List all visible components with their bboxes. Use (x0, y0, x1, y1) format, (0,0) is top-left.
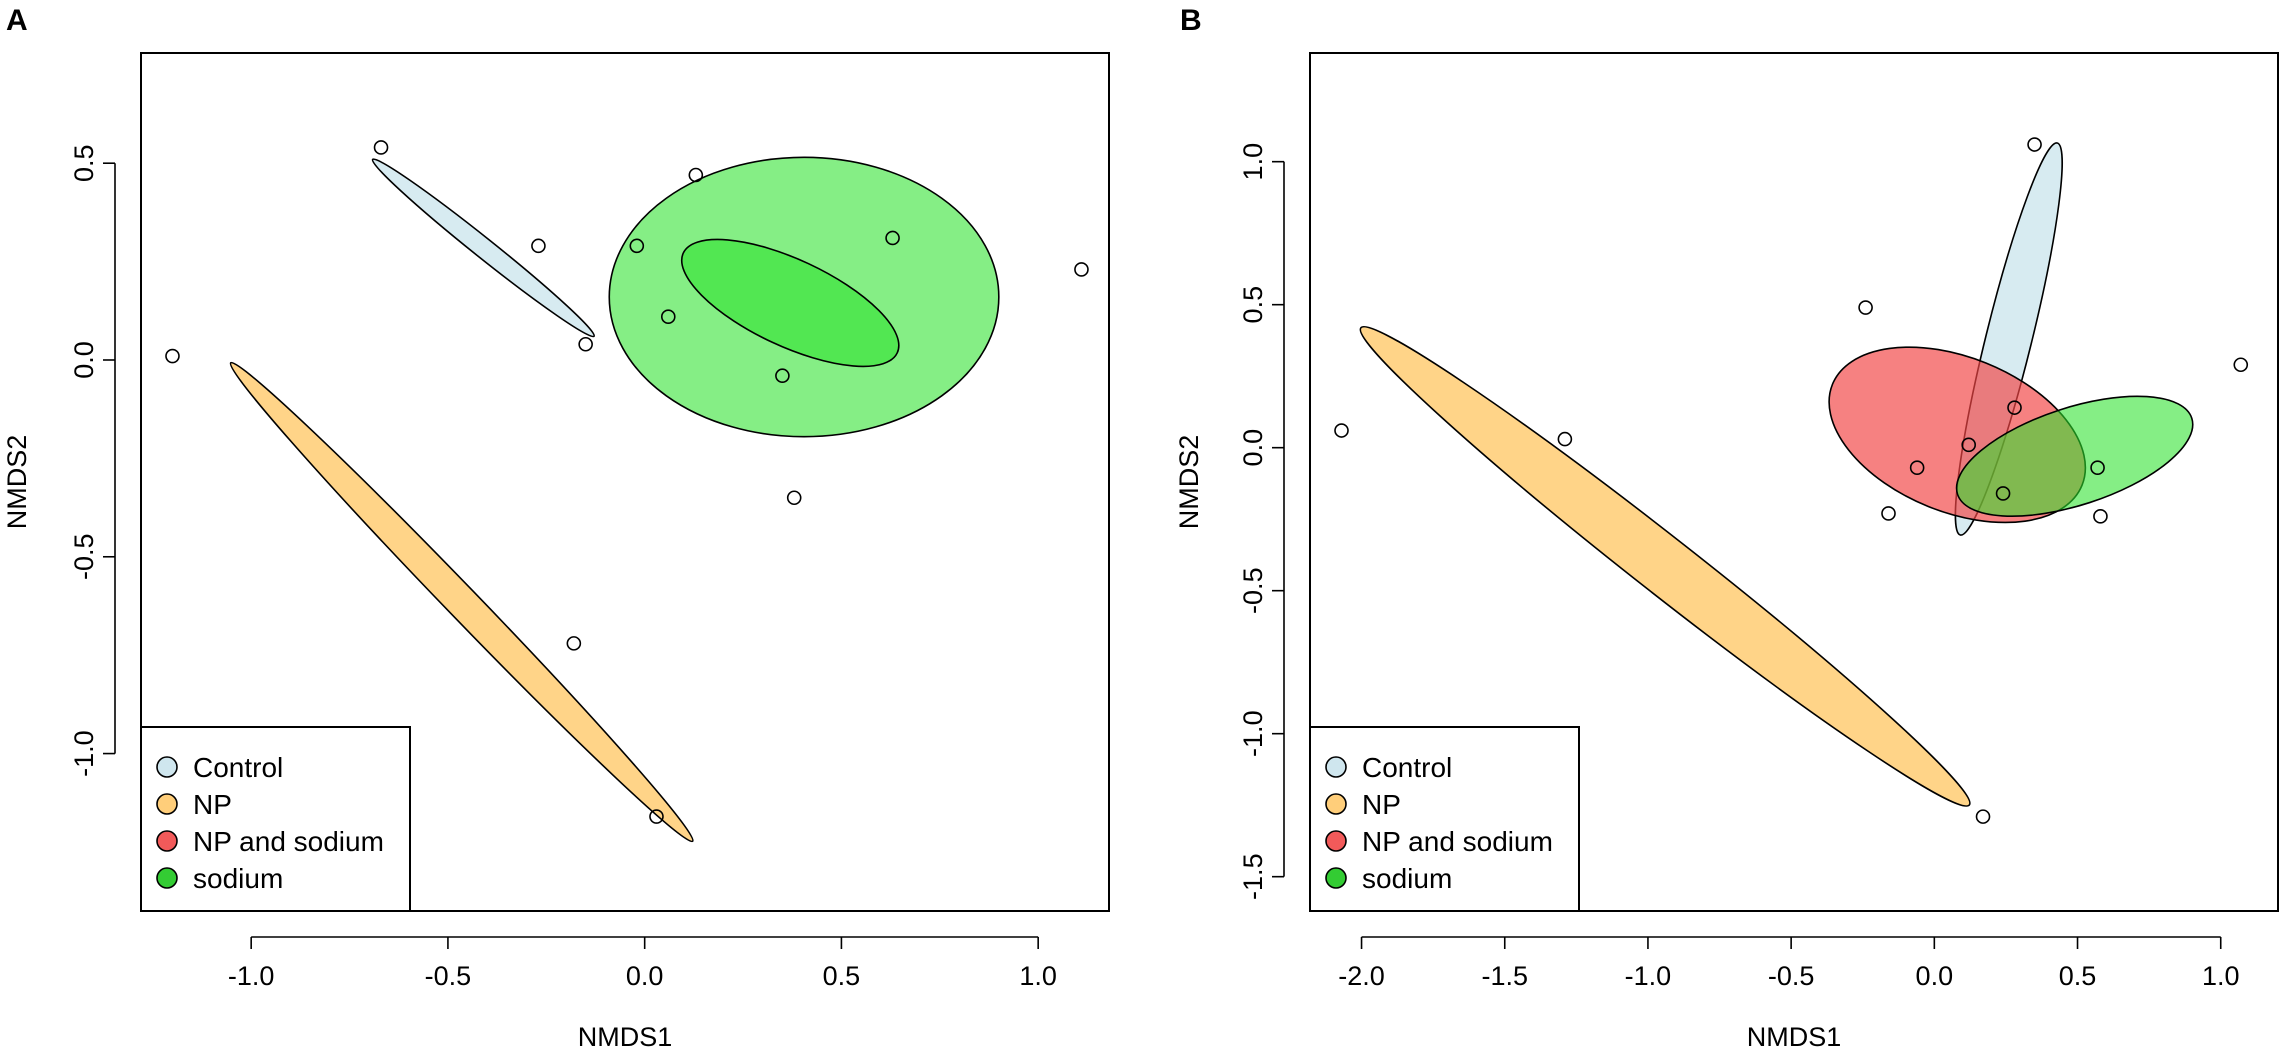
y-tick-label: 0.0 (69, 341, 99, 379)
data-point (373, 140, 389, 155)
data-point (531, 238, 546, 254)
ellipse-sodium (680, 238, 900, 368)
data-point (2027, 137, 2042, 152)
legend-label: NP and sodium (1362, 826, 1553, 857)
y-tick-label: -0.5 (1238, 567, 1268, 614)
y-tick-label: -1.0 (69, 730, 99, 777)
data-point (885, 230, 900, 246)
legend-label: NP (1362, 789, 1401, 820)
data-point (2233, 357, 2249, 373)
x-tick-label: 0.5 (2059, 961, 2097, 991)
legend-key (156, 867, 178, 889)
x-tick-label: -1.0 (1625, 961, 1672, 991)
x-tick-label: 0.0 (1916, 961, 1954, 991)
panel-a-points (165, 140, 1089, 824)
legend-key (1325, 793, 1347, 815)
data-point (1557, 431, 1573, 447)
data-point (1074, 262, 1089, 277)
data-point (1995, 486, 2011, 501)
data-point (165, 348, 180, 364)
data-point (578, 336, 593, 352)
data-point (775, 368, 790, 384)
x-tick-label: -1.0 (228, 961, 275, 991)
panel-b-y-axis: -1.5 -1.0 -0.5 0.0 0.5 1.0 (1238, 143, 1285, 900)
legend-key (1325, 830, 1347, 852)
data-point (2007, 400, 2022, 415)
y-tick-label: -1.5 (1238, 853, 1268, 900)
panel-b-y-axis-title: NMDS2 (1174, 435, 1204, 530)
panel-b-legend-box (1309, 726, 1580, 912)
legend-key (1325, 756, 1347, 778)
data-point (1975, 809, 1991, 824)
panel-b-x-axis-title: NMDS1 (1747, 1022, 1842, 1051)
legend-label: Control (193, 752, 283, 783)
panel-b: B -2.0 -1.5 -1.0 -0.5 0.0 0.5 1.0 -1.5 -1.0 -0.5… (1174, 4, 2279, 1051)
panel-a-label: A (6, 4, 28, 37)
legend-label: NP (193, 789, 232, 820)
data-point (660, 309, 676, 324)
panel-a-x-axis-title: NMDS1 (578, 1022, 673, 1051)
y-tick-label: -1.0 (1238, 710, 1268, 757)
data-point (1909, 460, 1925, 476)
data-point (566, 636, 582, 651)
panel-b-plot-frame (1309, 52, 2279, 912)
data-point (1881, 506, 1896, 521)
data-point (1334, 423, 1349, 438)
x-tick-label: 1.0 (2202, 961, 2240, 991)
y-tick-label: 1.0 (1238, 143, 1268, 181)
ellipse-control (371, 158, 596, 338)
legend-label: sodium (1362, 863, 1452, 894)
data-point (629, 238, 645, 254)
x-tick-label: -0.5 (1768, 961, 1815, 991)
legend-label: Control (1362, 752, 1452, 783)
x-tick-label: -0.5 (425, 961, 472, 991)
x-tick-label: 0.5 (823, 961, 861, 991)
legend-key (156, 756, 178, 778)
legend-key (1325, 867, 1347, 889)
legend-label: sodium (193, 863, 283, 894)
panel-b-legend: Control NP NP and sodium sodium (1309, 726, 1580, 912)
panel-b-label: B (1180, 4, 1202, 37)
y-tick-label: 0.5 (69, 144, 99, 182)
x-tick-label: -1.5 (1481, 961, 1528, 991)
panel-b-x-axis: -2.0 -1.5 -1.0 -0.5 0.0 0.5 1.0 (1338, 936, 2240, 991)
legend-key (156, 793, 178, 815)
legend-label: NP and sodium (193, 826, 384, 857)
data-point (1961, 437, 1976, 453)
panel-a: A -1.0 -0.5 0.0 0.5 1.0 -1.0 -0.5 0.0 0.5 NMDS1… (2, 4, 1110, 1051)
x-tick-label: 0.0 (626, 961, 664, 991)
panel-a-legend-box (140, 726, 411, 912)
data-point (1858, 300, 1873, 315)
panel-a-y-axis: -1.0 -0.5 0.0 0.5 (69, 144, 116, 777)
data-point (688, 167, 704, 183)
y-tick-label: 0.5 (1238, 286, 1268, 324)
panel-a-legend: Control NP NP and sodium sodium (140, 726, 411, 912)
ellipse-np (1359, 325, 1971, 807)
data-point (2090, 460, 2105, 476)
ellipse-sodium (1955, 395, 2194, 517)
data-point (2093, 509, 2108, 524)
x-tick-label: 1.0 (1019, 961, 1057, 991)
panel-b-points (1334, 137, 2249, 824)
legend-key (156, 830, 178, 852)
panel-b-ellipses (1359, 142, 2194, 807)
panel-a-ellipses (229, 156, 1000, 843)
data-point (786, 490, 802, 506)
y-tick-label: -0.5 (69, 534, 99, 581)
x-tick-label: -2.0 (1338, 961, 1385, 991)
ellipse-np (229, 361, 694, 843)
panel-a-x-axis: -1.0 -0.5 0.0 0.5 1.0 (228, 936, 1057, 991)
panel-a-plot-frame (140, 52, 1110, 912)
panel-a-y-axis-title: NMDS2 (2, 435, 32, 530)
y-tick-label: 0.0 (1238, 429, 1268, 467)
data-point (649, 809, 664, 824)
